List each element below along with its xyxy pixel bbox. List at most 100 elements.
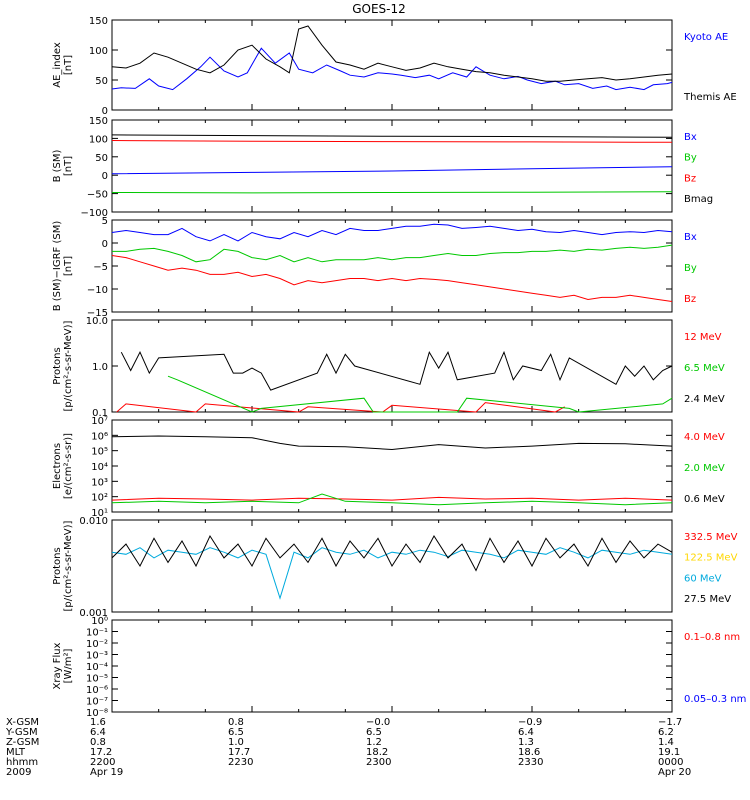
footer-value: 6.4 bbox=[518, 727, 534, 738]
y-tick-label: 0.001 bbox=[79, 608, 108, 619]
y-axis-label: B (SM)−IGRF (SM) bbox=[52, 221, 63, 312]
y-axis-label: Protons bbox=[52, 547, 63, 584]
y-tick-label: 50 bbox=[95, 76, 108, 87]
y-tick-label: 10¹ bbox=[91, 508, 108, 519]
y-tick-label: −50 bbox=[87, 190, 108, 201]
y-tick-label: 100 bbox=[89, 46, 108, 57]
footer-value: 18.6 bbox=[518, 747, 540, 758]
footer-value: 1.0 bbox=[228, 737, 244, 748]
legend-entry: Themis AE bbox=[683, 92, 737, 103]
y-tick-label: 10⁻⁵ bbox=[86, 674, 108, 685]
footer-row-label: X-GSM bbox=[6, 717, 39, 728]
y-tick-label: 10⁴ bbox=[91, 462, 108, 473]
y-tick-label: 10⁵ bbox=[91, 447, 108, 458]
legend-entry: 27.5 MeV bbox=[684, 594, 731, 605]
footer-row-label: MLT bbox=[6, 747, 26, 758]
y-tick-label: 5 bbox=[102, 216, 108, 227]
footer-value: 2300 bbox=[366, 757, 391, 768]
y-tick-label: 10⁰ bbox=[91, 616, 108, 627]
footer-value: 6.4 bbox=[90, 727, 106, 738]
footer-value: 1.4 bbox=[658, 737, 674, 748]
y-tick-label: 0.010 bbox=[79, 516, 108, 527]
y-tick-label: 10⁻⁸ bbox=[86, 708, 108, 719]
footer-value: 18.2 bbox=[366, 747, 388, 758]
panel-protons_low: 10.0 1.0 0.1 Protons [p/(cm²-s-sr-MeV)] 12 Me… bbox=[52, 316, 725, 419]
y-tick-label: −5 bbox=[93, 262, 108, 273]
y-tick-label: 10⁻³ bbox=[86, 651, 108, 662]
y-tick-label: 150 bbox=[89, 16, 108, 27]
y-axis-label: Xray Flux bbox=[52, 642, 63, 689]
series-line-2-0-mev bbox=[111, 493, 673, 506]
legend-entry: By bbox=[684, 153, 697, 164]
series-line-12-mev bbox=[116, 402, 565, 413]
y-axis-label: [e/(cm²-s-sr)] bbox=[63, 433, 74, 499]
footer-value: 2230 bbox=[228, 757, 253, 768]
footer-value: −0.9 bbox=[518, 717, 542, 728]
series-line-themis-ae bbox=[111, 25, 673, 82]
series-line-bz bbox=[111, 140, 673, 143]
footer-value: −0.0 bbox=[366, 717, 390, 728]
footer-value: 0000 bbox=[658, 757, 683, 768]
panel-b_sm: 150 100 50 0 −50 −100 B (SM) [nT] Bx By Bz Bmag bbox=[52, 116, 713, 219]
y-tick-label: 150 bbox=[89, 116, 108, 127]
legend-entry: Bx bbox=[684, 132, 697, 143]
footer-value: 6.5 bbox=[228, 727, 244, 738]
footer-row-label: Z-GSM bbox=[6, 737, 39, 748]
y-tick-label: 1.0 bbox=[92, 362, 108, 373]
legend-entry: Bx bbox=[684, 232, 697, 243]
legend-entry: Kyoto AE bbox=[684, 32, 728, 43]
y-axis-label: AE_index bbox=[52, 42, 63, 88]
footer-value: 0.8 bbox=[90, 737, 106, 748]
footer-row-label: hhmm bbox=[6, 757, 38, 768]
footer-value: 1.2 bbox=[366, 737, 382, 748]
legend-entry: 332.5 MeV bbox=[684, 532, 738, 543]
orbit-footer: X-GSMY-GSMZ-GSMMLThhmm20091.66.40.817.22… bbox=[5, 717, 691, 778]
y-axis-label: [W/m²] bbox=[63, 648, 74, 683]
series-line-kyoto-ae bbox=[111, 47, 673, 91]
footer-value: Apr 19 bbox=[90, 767, 123, 778]
footer-row-label: 2009 bbox=[6, 767, 31, 778]
footer-value: 0.8 bbox=[228, 717, 244, 728]
y-axis-label: [p/(cm²-s-sr-MeV)] bbox=[63, 320, 74, 411]
y-axis-label: [nT] bbox=[63, 55, 74, 75]
legend-entry: Bz bbox=[684, 294, 696, 305]
legend-entry: Bmag bbox=[684, 194, 713, 205]
series-line-bx bbox=[111, 166, 673, 175]
y-tick-label: 10⁻⁷ bbox=[86, 697, 108, 708]
series-line-4-0-mev bbox=[111, 496, 673, 501]
series-line-bx bbox=[111, 223, 673, 242]
y-axis-label: [nT] bbox=[63, 256, 74, 276]
panel-protons_high: 0.010 0.001 Protons [p/(cm²-s-sr-MeV)] 332.5… bbox=[52, 516, 738, 619]
panel-electrons: 10⁷ 10⁶ 10⁵ 10⁴ 10³ 10² 10¹ Electrons [e/(cm²-s-… bbox=[52, 416, 725, 519]
y-axis-label: [p/(cm²-s-sr-MeV)] bbox=[63, 520, 74, 611]
y-tick-label: −15 bbox=[87, 308, 108, 319]
footer-value: 19.1 bbox=[658, 747, 680, 758]
y-tick-label: 10⁶ bbox=[91, 431, 108, 442]
legend-entry: Bz bbox=[684, 173, 696, 184]
series-line-bmag bbox=[111, 134, 673, 138]
footer-value: 6.5 bbox=[366, 727, 382, 738]
y-tick-label: 10⁻⁶ bbox=[86, 685, 108, 696]
footer-value: Apr 20 bbox=[658, 767, 691, 778]
legend-entry: 0.05–0.3 nm bbox=[684, 694, 746, 705]
series-line-6-5-mev bbox=[167, 375, 673, 413]
footer-value: 1.3 bbox=[518, 737, 534, 748]
y-tick-label: 50 bbox=[95, 153, 108, 164]
series-line-27-5-mev bbox=[111, 534, 673, 572]
y-axis-label: Protons bbox=[52, 347, 63, 384]
footer-value: 2330 bbox=[518, 757, 543, 768]
series-line-2-4-mev bbox=[120, 350, 673, 391]
y-tick-label: 10⁻¹ bbox=[86, 628, 108, 639]
footer-value: 17.7 bbox=[228, 747, 250, 758]
y-tick-label: 0 bbox=[102, 106, 108, 117]
footer-value: 2200 bbox=[90, 757, 115, 768]
y-axis-label: [nT] bbox=[63, 156, 74, 176]
legend-entry: 2.4 MeV bbox=[684, 394, 725, 405]
legend-entry: 4.0 MeV bbox=[684, 432, 725, 443]
legend-entry: 122.5 MeV bbox=[684, 553, 738, 564]
y-tick-label: 10.0 bbox=[86, 316, 108, 327]
